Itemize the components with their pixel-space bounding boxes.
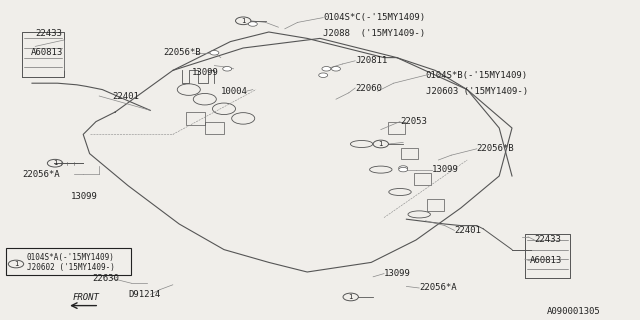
Text: 0104S*A(-'15MY1409): 0104S*A(-'15MY1409) [27,253,115,262]
Text: 0104S*B(-'15MY1409): 0104S*B(-'15MY1409) [426,71,528,80]
Circle shape [223,67,232,71]
Text: 0104S*C(-'15MY1409): 0104S*C(-'15MY1409) [323,13,426,22]
Text: FRONT: FRONT [73,293,100,302]
Text: D91214: D91214 [128,290,160,299]
Text: 1: 1 [241,18,246,24]
Text: 1: 1 [348,294,353,300]
Bar [205,122,224,134]
Text: 22053: 22053 [400,117,427,126]
Text: 10004: 10004 [221,87,248,96]
Text: 13099: 13099 [432,165,459,174]
Text: 22056*B: 22056*B [477,144,515,153]
Bar [414,173,431,185]
Text: 22056*B: 22056*B [163,48,201,57]
Text: J20602 ('15MY1409-): J20602 ('15MY1409-) [27,263,115,272]
Text: 22060: 22060 [355,84,382,92]
Text: 22401: 22401 [112,92,139,100]
Text: 13099: 13099 [192,68,219,76]
Text: A60813: A60813 [530,256,562,265]
Bar [388,122,405,134]
Circle shape [399,167,408,172]
Bar [427,199,444,211]
Text: J20603 ('15MY1409-): J20603 ('15MY1409-) [426,87,528,96]
Circle shape [210,51,219,55]
Text: 22433: 22433 [35,29,62,38]
Circle shape [322,67,331,71]
Text: 13099: 13099 [384,269,411,278]
Text: 22056*A: 22056*A [22,170,60,179]
Text: 1: 1 [13,261,19,267]
Circle shape [332,67,340,71]
Text: 22433: 22433 [534,236,561,244]
Text: J2088  ('15MY1409-): J2088 ('15MY1409-) [323,29,426,38]
Bar [186,112,205,125]
Circle shape [319,73,328,77]
Text: 22630: 22630 [93,274,120,283]
Text: A60813: A60813 [31,48,63,57]
Bar [401,148,418,159]
Text: A090001305: A090001305 [547,308,601,316]
Text: 13099: 13099 [70,192,97,201]
Text: 22056*A: 22056*A [419,284,457,292]
Circle shape [248,22,257,26]
Text: 1: 1 [52,160,58,166]
Text: J20811: J20811 [355,56,387,65]
Text: 1: 1 [378,141,383,147]
Circle shape [399,166,408,170]
Text: 22401: 22401 [454,226,481,235]
